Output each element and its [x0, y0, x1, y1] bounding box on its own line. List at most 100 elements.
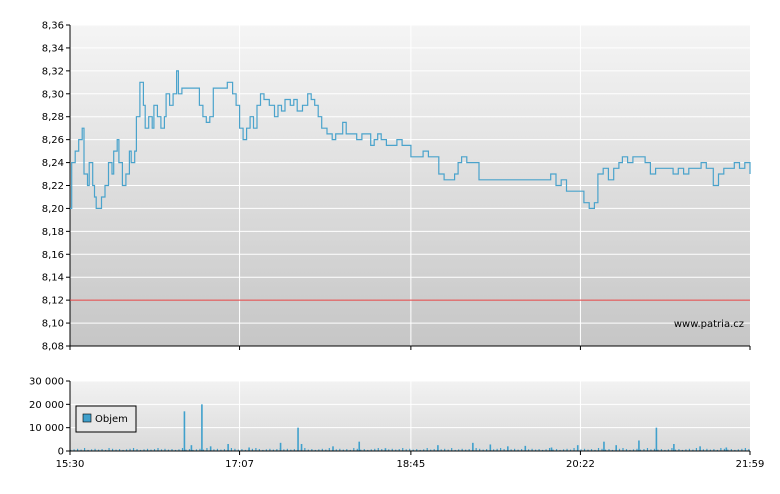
price-y-tick-label: 8,36 — [42, 21, 64, 32]
volume-bar — [272, 449, 274, 451]
volume-bar — [70, 449, 72, 451]
volume-bar — [667, 449, 670, 451]
volume-bar — [538, 449, 540, 451]
volume-bar — [129, 448, 131, 451]
volume-bar — [587, 449, 589, 451]
volume-bar — [671, 448, 673, 451]
volume-bar — [122, 449, 124, 451]
volume-bar — [328, 448, 330, 451]
volume-bar — [594, 449, 596, 451]
volume-bar — [353, 448, 355, 451]
volume-bar — [405, 449, 407, 451]
volume-bar — [510, 449, 512, 451]
volume-x-tick-label: 18:45 — [396, 459, 425, 470]
volume-bar — [90, 449, 93, 451]
volume-bar — [695, 448, 698, 451]
volume-bar — [597, 448, 600, 451]
volume-bar — [468, 449, 470, 451]
volume-bar — [195, 449, 198, 451]
volume-bar — [80, 449, 82, 451]
volume-bar — [377, 448, 379, 451]
volume-bar — [573, 448, 575, 451]
volume-bar — [349, 449, 351, 451]
volume-bar — [430, 449, 432, 451]
volume-bar — [241, 449, 243, 451]
volume-bar — [601, 448, 603, 451]
volume-bar — [521, 449, 523, 451]
volume-bar — [104, 449, 107, 451]
volume-bar — [227, 444, 229, 451]
volume-bar — [367, 449, 369, 451]
volume-bar — [611, 449, 614, 451]
volume-bar — [164, 448, 166, 451]
volume-bar — [223, 449, 226, 451]
volume-bar — [615, 445, 617, 451]
volume-bar — [118, 449, 121, 451]
volume-bar — [660, 449, 663, 451]
volume-bar — [279, 442, 282, 451]
price-y-tick-label: 8,34 — [42, 43, 64, 54]
volume-bar — [185, 449, 187, 451]
volume-bar — [183, 411, 186, 451]
volume-bar — [608, 449, 610, 451]
volume-bar — [576, 445, 579, 451]
volume-bar — [489, 444, 492, 451]
volume-bar — [664, 449, 666, 451]
volume-x-tick-label: 20:22 — [566, 459, 595, 470]
volume-bar — [646, 448, 649, 451]
volume-bar — [325, 449, 327, 451]
volume-bar — [157, 448, 159, 451]
volume-bar — [384, 448, 387, 451]
volume-bar — [550, 447, 553, 451]
volume-y-tick-label: 0 — [58, 447, 64, 458]
volume-bar — [206, 448, 208, 451]
volume-bar — [625, 449, 628, 451]
volume-bar — [304, 448, 306, 451]
volume-bar — [286, 448, 288, 451]
volume-bar — [136, 449, 138, 451]
volume-bar — [720, 448, 722, 451]
volume-bar — [699, 446, 701, 451]
volume-bar — [146, 448, 149, 451]
volume-bar — [201, 404, 203, 451]
volume-bar — [713, 449, 715, 451]
volume-bar — [618, 448, 621, 451]
volume-bar — [655, 427, 658, 451]
volume-bar — [643, 449, 645, 451]
volume-bar — [748, 449, 750, 451]
volume-y-tick-label: 20 000 — [29, 400, 64, 411]
volume-panel: 0 10 000 20 000 30 000 15:30 17:07 18:45 20:22… — [29, 377, 764, 471]
volume-bar — [423, 449, 425, 451]
volume-bar — [674, 449, 677, 451]
volume-bar — [160, 449, 163, 451]
volume-bar — [76, 448, 79, 451]
volume-bar — [283, 449, 285, 451]
volume-bar — [527, 449, 530, 451]
volume-bar — [311, 449, 313, 451]
price-y-tick-label: 8,18 — [42, 227, 64, 238]
volume-bar — [188, 449, 191, 451]
volume-bar — [258, 449, 260, 451]
legend-box — [75, 405, 137, 433]
volume-bar — [725, 447, 728, 451]
volume-bar — [486, 449, 488, 451]
volume-bar — [314, 449, 316, 451]
volume-bar — [293, 449, 295, 451]
volume-bar — [636, 448, 638, 451]
volume-bar — [220, 449, 222, 451]
volume-bar — [332, 446, 334, 451]
volume-bar — [444, 448, 446, 451]
volume-bar — [709, 449, 711, 451]
price-y-tick-label: 8,10 — [42, 319, 64, 330]
volume-bar — [276, 449, 278, 451]
volume-bar — [531, 448, 533, 451]
volume-bar — [101, 449, 103, 451]
volume-bar — [262, 449, 264, 451]
volume-bar — [132, 448, 135, 451]
volume-bar — [356, 448, 358, 451]
volume-bar — [493, 449, 495, 451]
volume-bar — [230, 448, 233, 451]
volume-bar — [559, 449, 561, 451]
volume-x-tick-label: 15:30 — [56, 459, 85, 470]
